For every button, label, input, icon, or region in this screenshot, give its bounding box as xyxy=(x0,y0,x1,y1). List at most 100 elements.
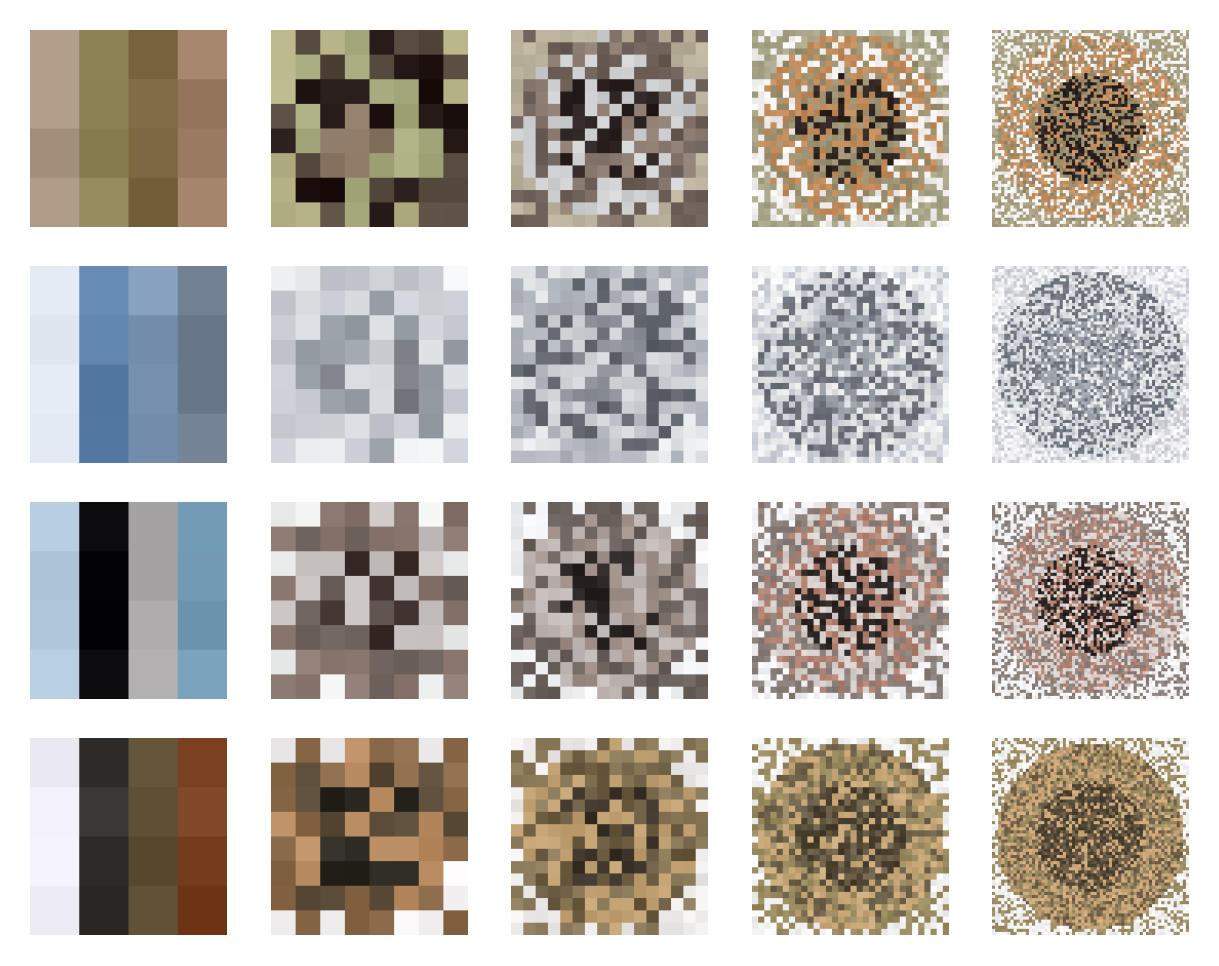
pixel-block xyxy=(1170,51,1175,56)
pixel-block xyxy=(825,42,833,50)
pixel-block xyxy=(1112,106,1116,111)
pixel-block xyxy=(1115,88,1119,93)
pixel-block xyxy=(1133,39,1138,43)
pixel-block xyxy=(1041,146,1045,151)
pixel-block xyxy=(511,165,524,179)
pixel-block xyxy=(523,202,537,216)
pixel-block xyxy=(1115,30,1119,34)
pixel-block xyxy=(1022,183,1027,188)
pixel-block xyxy=(1167,88,1172,93)
pixel-block xyxy=(1056,100,1061,105)
pixel-block xyxy=(1084,137,1089,142)
pixel-block xyxy=(862,183,870,191)
pixel-block xyxy=(683,153,697,167)
pixel-block xyxy=(511,190,524,203)
pixel-block xyxy=(856,60,864,68)
pixel-block xyxy=(899,54,907,62)
pixel-block xyxy=(752,36,759,43)
pixel-block xyxy=(995,140,999,145)
pixel-block xyxy=(1068,103,1073,108)
pixel-block xyxy=(905,159,913,167)
pixel-block xyxy=(1007,60,1012,65)
pixel-block xyxy=(995,128,999,133)
pixel-block xyxy=(1158,63,1162,68)
pixel-block xyxy=(770,159,778,167)
pixel-block xyxy=(1142,113,1147,117)
pixel-block xyxy=(1105,177,1110,182)
pixel-block xyxy=(1121,202,1125,207)
pixel-block xyxy=(788,190,796,197)
pixel-block xyxy=(1176,94,1181,99)
pixel-block xyxy=(1025,100,1030,105)
pixel-block xyxy=(1062,119,1067,123)
pixel-block xyxy=(1182,177,1187,182)
pixel-block xyxy=(1173,174,1178,179)
pixel-block xyxy=(764,165,772,173)
pixel-block xyxy=(1185,125,1189,130)
pixel-block xyxy=(862,30,870,37)
pixel-block xyxy=(1155,30,1159,34)
pixel-block xyxy=(850,214,858,222)
pixel-block xyxy=(683,66,697,80)
pixel-block xyxy=(995,113,999,117)
pixel-block xyxy=(584,128,598,142)
pixel-block xyxy=(782,36,790,43)
pixel-block xyxy=(801,48,809,56)
pixel-block xyxy=(1102,143,1107,148)
pixel-block xyxy=(1078,33,1082,37)
pixel-block xyxy=(1038,39,1042,43)
pixel-block xyxy=(1145,88,1150,93)
pixel-block xyxy=(1084,165,1089,170)
pixel-block xyxy=(1059,36,1064,40)
pixel-block xyxy=(1145,134,1150,139)
pixel-block xyxy=(1084,122,1089,127)
pixel-block xyxy=(1127,103,1132,108)
pixel-block xyxy=(1062,54,1067,59)
pixel-block xyxy=(547,79,561,93)
pixel-block xyxy=(1161,116,1165,120)
pixel-block xyxy=(1179,131,1184,136)
pixel-block xyxy=(1130,131,1135,136)
pixel-block xyxy=(1044,137,1049,142)
pixel-block xyxy=(813,220,821,227)
pixel-block xyxy=(795,103,802,111)
pixel-block xyxy=(609,91,623,105)
pixel-block xyxy=(1167,150,1172,154)
pixel-block xyxy=(1013,159,1018,163)
pixel-block xyxy=(1130,122,1135,127)
pixel-block xyxy=(1115,70,1119,74)
pixel-block xyxy=(1142,128,1147,133)
pixel-block xyxy=(1096,39,1101,43)
pixel-block xyxy=(1047,174,1052,179)
pixel-block xyxy=(1124,171,1129,176)
pixel-block xyxy=(609,42,623,56)
sample-tile-r1-c5 xyxy=(992,30,1189,227)
pixel-block xyxy=(1087,119,1092,123)
pixel-block xyxy=(770,73,778,80)
pixel-block xyxy=(1004,177,1008,182)
pixel-block xyxy=(1090,186,1095,191)
pixel-block xyxy=(1019,42,1024,46)
pixel-block xyxy=(1090,42,1095,46)
pixel-block xyxy=(1001,128,1005,133)
pixel-block xyxy=(1182,119,1187,123)
pixel-block xyxy=(924,116,932,123)
pixel-block xyxy=(1078,183,1082,188)
pixel-block xyxy=(1124,156,1129,160)
pixel-block xyxy=(1072,30,1076,34)
pixel-block xyxy=(1087,171,1092,176)
pixel-block xyxy=(887,171,895,179)
pixel-block xyxy=(1130,134,1135,139)
pixel-block xyxy=(1035,122,1039,127)
pixel-block xyxy=(1022,196,1027,200)
pixel-block xyxy=(1059,60,1064,65)
pixel-block xyxy=(1099,168,1104,173)
pixel-block xyxy=(646,30,660,43)
pixel-block xyxy=(1081,57,1085,62)
pixel-block xyxy=(887,146,895,154)
pixel-block xyxy=(1047,70,1052,74)
pixel-block xyxy=(634,103,648,117)
pixel-block xyxy=(1013,196,1018,200)
pixel-block xyxy=(844,122,852,130)
pixel-block xyxy=(1062,51,1067,56)
